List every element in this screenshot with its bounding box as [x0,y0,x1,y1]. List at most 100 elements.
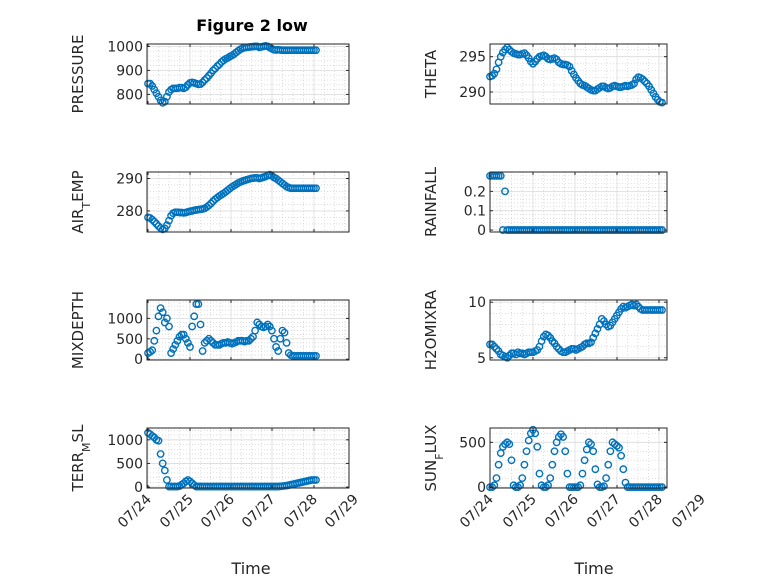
data-point [496,52,505,61]
data-point [244,336,253,345]
series-markers [486,171,666,234]
axes-box [146,43,350,105]
data-point [580,456,589,465]
series-markers [144,428,320,491]
data-point [488,71,497,80]
subplot-3: 280 290 AIRTEMP [69,170,350,234]
data-point [518,474,527,483]
y-axis-label: AIRTEMP [69,170,93,233]
axes-box [146,171,350,233]
data-point [546,474,555,483]
data-point [514,483,522,492]
data-point [200,76,209,84]
x-tick-label: 07/25 [500,492,540,532]
data-point [492,474,501,483]
data-point [542,483,550,492]
subplot-6: 5 10 H2OMIXRA [422,289,668,370]
data-point [280,328,289,337]
data-point [154,312,163,321]
data-point [179,330,188,339]
data-point [490,342,499,351]
grid [490,44,667,104]
data-point [615,443,623,452]
data-point [585,438,593,447]
data-point [265,322,274,331]
data-point [196,80,205,88]
data-point [619,465,628,474]
data-point [617,304,626,313]
y-axis-label: THETA [422,49,440,99]
data-point [563,469,572,478]
data-point [496,171,505,180]
y-tick-label: 0 [134,352,143,368]
axes-box [489,299,668,361]
x-tick-label: 07/27 [239,492,279,532]
data-point [658,306,666,314]
data-point [529,59,537,68]
data-point [209,66,218,75]
data-point [606,447,615,456]
data-point [589,333,598,342]
data-point [565,62,574,71]
y-tick-label: 5 [477,351,486,367]
y-tick-label: 0 [134,480,143,496]
data-point [640,77,649,86]
data-point [204,201,213,210]
data-point [276,334,285,343]
data-point [148,346,157,355]
data-point [162,314,171,323]
data-point [312,184,320,193]
data-point [533,442,542,451]
y-axis-label: MIXDEPTH [69,291,87,369]
data-point [600,482,608,491]
data-point [593,324,602,333]
data-point [507,456,516,465]
subplot-4: 0 0.1 0.2 RAINFALL [422,166,668,239]
data-point [312,46,320,55]
axes-background [490,172,667,232]
data-point [526,57,535,66]
data-point [520,460,529,469]
series-markers [486,43,666,107]
data-point [630,79,638,88]
x-tick-label: 07/24 [457,491,497,531]
data-point [169,345,178,353]
x-tick-label: 07/25 [157,492,197,532]
data-point [544,331,552,340]
data-point [261,322,270,331]
x-tick-label: 07/29 [322,492,362,532]
data-point [501,187,509,196]
series-markers [144,42,320,107]
y-tick-label: 0 [477,480,486,496]
x-axis-label-left: Time [230,559,270,578]
axes-box [489,43,668,105]
data-point [621,478,630,487]
data-point [150,336,159,345]
data-point [587,440,595,449]
data-point [267,326,276,335]
data-point [503,438,512,447]
data-point [587,338,595,347]
y-tick-label: 0 [477,223,486,239]
data-point [544,481,552,490]
data-point [488,483,497,492]
data-point [597,314,606,323]
series-markers [144,170,320,234]
data-point [490,481,499,490]
grid [490,428,667,488]
data-point [160,318,169,327]
data-point [312,476,320,484]
series-markers [486,425,666,492]
y-tick-label: 500 [459,435,486,451]
data-point [282,338,291,347]
data-point [561,447,570,456]
data-point [162,476,171,484]
data-point [548,460,557,469]
data-point [158,308,167,317]
y-tick-label: 500 [116,456,143,472]
x-tick-label: 07/24 [115,491,155,531]
axes-box [146,427,350,489]
y-axis-label: H2OMIXRA [422,289,440,370]
y-axis-label: PRESSURE [69,35,87,114]
data-point [522,447,531,456]
